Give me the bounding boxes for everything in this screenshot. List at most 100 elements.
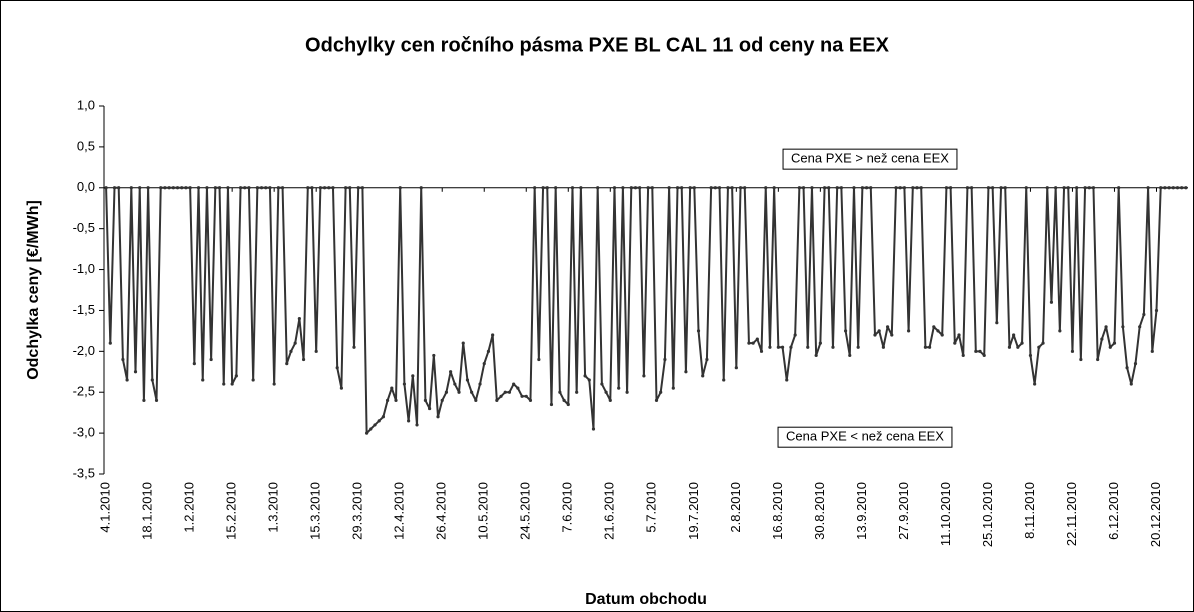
- point: [738, 186, 743, 190]
- point: [117, 186, 121, 190]
- series-line: [105, 186, 1186, 435]
- point: [1108, 345, 1112, 349]
- point: [545, 186, 549, 190]
- point: [684, 370, 688, 374]
- point: [810, 186, 814, 190]
- point: [1003, 186, 1007, 190]
- point: [898, 186, 902, 190]
- point: [461, 341, 465, 345]
- point: [940, 333, 944, 337]
- point: [394, 398, 398, 402]
- point: [1020, 341, 1024, 345]
- point: [196, 186, 201, 190]
- x-tick-label: 1.3.2010: [266, 482, 281, 533]
- point: [692, 186, 696, 190]
- point: [159, 186, 163, 190]
- point: [1007, 345, 1012, 349]
- x-tick-label: 4.1.2010: [98, 482, 113, 533]
- point: [1142, 312, 1146, 317]
- point: [226, 186, 230, 190]
- point: [562, 398, 566, 402]
- y-axis-title: Odchylka ceny [€/MWh]: [25, 200, 42, 380]
- point: [184, 186, 188, 190]
- point: [1041, 341, 1045, 345]
- point: [238, 186, 243, 190]
- x-tick-label: 7.6.2010: [560, 482, 575, 533]
- point: [1112, 341, 1117, 345]
- point: [1133, 362, 1138, 366]
- point: [209, 357, 213, 362]
- point: [474, 398, 478, 402]
- point: [125, 378, 129, 382]
- point: [822, 186, 827, 190]
- point: [843, 329, 848, 333]
- point: [625, 390, 629, 394]
- point: [104, 186, 108, 190]
- x-tick-label: 15.2.2010: [224, 482, 239, 540]
- annotation-box: [777, 426, 953, 448]
- x-tick-label: 27.9.2010: [896, 482, 911, 540]
- point: [961, 353, 965, 358]
- point: [856, 345, 860, 349]
- point: [957, 333, 961, 337]
- point: [314, 349, 318, 353]
- point: [554, 186, 558, 190]
- point: [213, 186, 217, 190]
- point: [537, 357, 541, 362]
- point: [369, 427, 373, 431]
- point: [730, 186, 734, 190]
- point: [112, 186, 117, 190]
- y-tick-label: -1,0: [73, 261, 95, 276]
- point: [797, 186, 801, 190]
- point: [1079, 357, 1083, 362]
- point: [646, 186, 650, 190]
- point: [902, 186, 906, 190]
- point: [759, 349, 764, 353]
- point: [814, 353, 818, 358]
- point: [680, 186, 684, 190]
- point: [381, 415, 386, 419]
- point: [949, 186, 953, 190]
- point: [524, 394, 528, 398]
- point: [793, 333, 797, 337]
- point: [1096, 357, 1100, 362]
- point: [688, 186, 692, 190]
- point: [642, 374, 646, 378]
- point: [848, 353, 852, 358]
- point: [995, 321, 999, 325]
- point: [1091, 186, 1096, 190]
- point: [398, 186, 402, 190]
- point: [146, 186, 150, 190]
- point: [272, 382, 276, 386]
- point: [1104, 325, 1108, 329]
- point: [936, 329, 940, 333]
- point: [327, 186, 331, 190]
- point: [1024, 186, 1028, 190]
- point: [928, 345, 932, 349]
- point: [222, 382, 226, 386]
- x-tick-label: 26.4.2010: [434, 482, 449, 540]
- point: [1184, 186, 1188, 190]
- point: [310, 186, 314, 190]
- point: [860, 186, 864, 190]
- x-tick-label: 1.2.2010: [182, 482, 197, 533]
- x-tick-label: 18.1.2010: [140, 482, 155, 540]
- point: [549, 402, 554, 407]
- point: [1180, 186, 1184, 190]
- point: [1159, 186, 1163, 190]
- point: [1163, 186, 1167, 190]
- point: [243, 186, 247, 190]
- point: [755, 337, 759, 341]
- point: [419, 186, 423, 190]
- point: [230, 382, 234, 386]
- point: [528, 398, 533, 402]
- point: [709, 186, 713, 190]
- point: [726, 186, 730, 190]
- point: [638, 186, 642, 190]
- point: [1066, 186, 1070, 190]
- point: [713, 186, 717, 190]
- point: [352, 345, 356, 349]
- point: [457, 390, 461, 394]
- point: [801, 186, 806, 190]
- point: [150, 378, 154, 382]
